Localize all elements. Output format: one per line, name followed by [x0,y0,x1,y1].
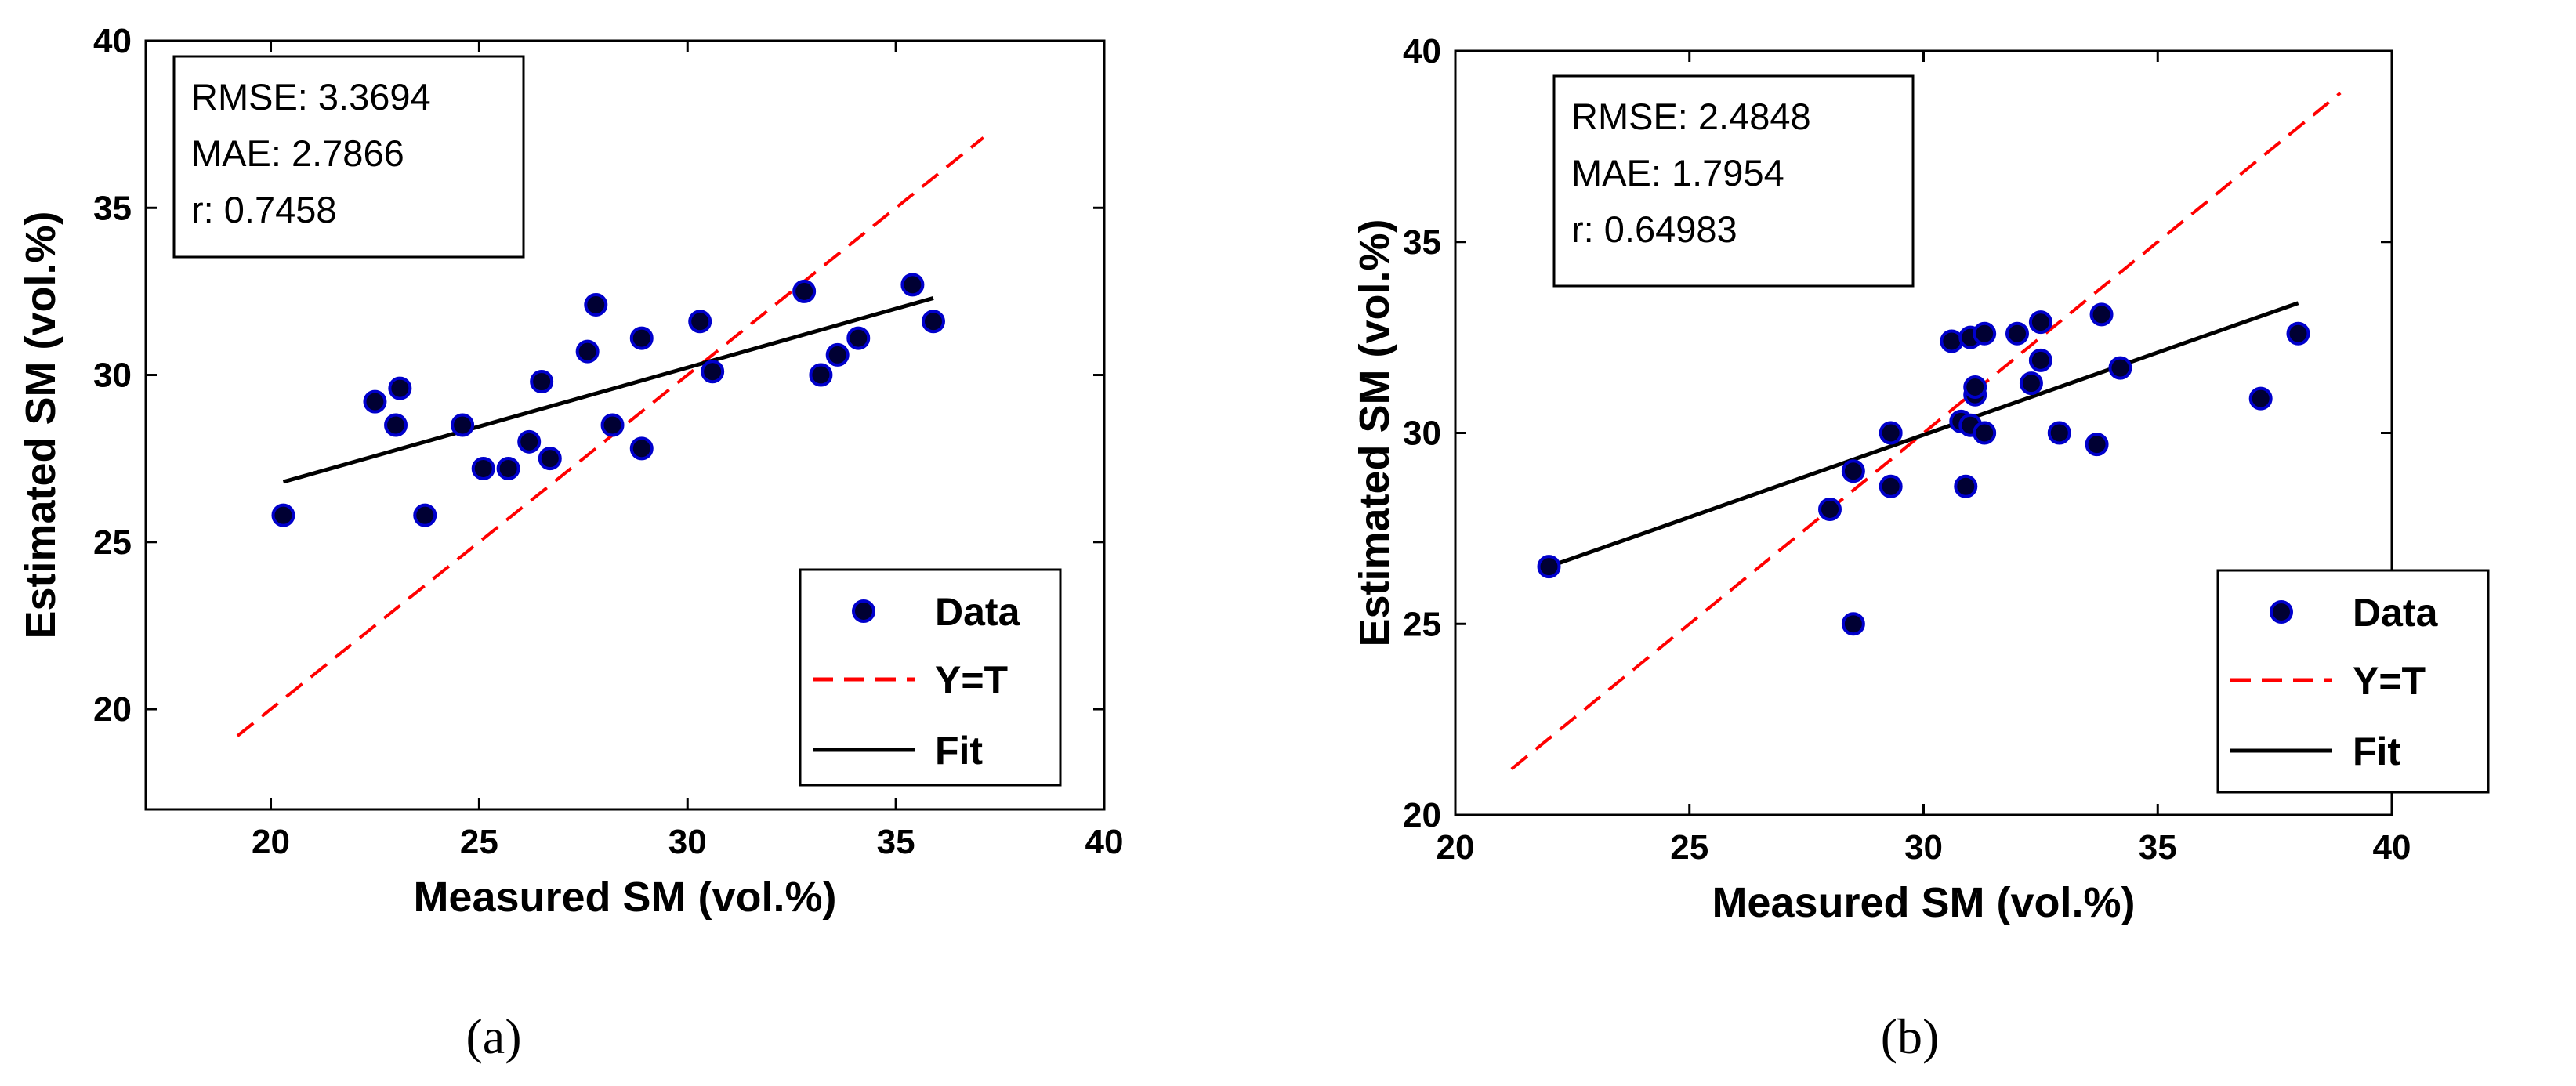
panel-a-data-point [629,326,654,350]
panel-a-data-point [538,447,562,471]
panel-a-data-point [584,292,608,317]
panel-a-legend-label: Fit [935,729,983,773]
panel-b-data-point [1818,498,1842,521]
panel-a-x-tick-label: 40 [1085,823,1124,861]
panel-a-stat-line: RMSE: 3.3694 [191,76,431,118]
panel-a-identity-line [236,136,985,737]
panel-a-stat-line: MAE: 2.7866 [191,132,404,174]
panel-a-y-tick-label: 25 [93,523,132,562]
panel-b: 20 25 30 35 40 20 25 30 35 40 Measured SM (vol.%) E… [1351,32,2490,1064]
panel-a-y-tick-label: 35 [93,189,132,227]
panel-a-data-point [388,376,412,400]
panel-b-fit-line [1548,301,2299,569]
panel-a-data-point [629,436,654,461]
panel-b-y-tick-label: 40 [1403,32,1441,71]
panel-b-data-point [2028,310,2052,335]
panel-a-data-point [471,456,495,480]
panel-a-data-point [575,339,600,364]
panel-b-data-point [1963,375,1987,399]
panel-a-data-point [413,503,437,527]
panel-a-x-tick-label: 25 [460,823,498,861]
panel-a-x-tick-label: 35 [877,823,915,861]
panel-b-data-point [2047,421,2071,445]
panel-b-legend-label: Data [2353,591,2439,635]
panel-a-data-point [825,342,850,367]
panel-b-data-point [2005,321,2029,346]
panel-b-legend-marker [2270,600,2293,624]
panel-b-data-point [1537,555,1561,579]
panel-a-plot-area [236,136,985,737]
panel-b-x-tick-label: 40 [2373,828,2411,867]
panel-a-data-point [809,363,833,387]
panel-a-stats-box [172,55,525,259]
panel-b-stat-line: RMSE: 2.4848 [1571,96,1811,137]
panel-a-data-point [688,310,712,334]
panel-b-x-axis-label: Measured SM (vol.%) [1712,879,2135,926]
panel-a-x-tick-label: 30 [668,823,707,861]
panel-a-data-point [846,326,871,350]
panel-a: 20 25 30 35 40 20 25 30 35 40 Measured SM (vol.%) E… [17,22,1123,1064]
panel-b-data-point [1841,612,1865,636]
panel-a-legend-label: Data [935,590,1021,634]
panel-b-data-point [2019,371,2043,396]
panel-a-data-point [900,273,925,297]
panel-b-data-point [1954,474,1978,498]
panel-b-x-tick-label: 20 [1437,828,1475,867]
panel-a-legend-marker [852,599,875,623]
panel-a-stat-line: r: 0.7458 [191,189,337,230]
panel-b-stat-line: r: 0.64983 [1571,208,1737,250]
panel-a-data-point [271,503,295,527]
panel-a-data-point [384,413,408,437]
panel-b-data-point [2085,433,2109,457]
panel-b-data-point [2108,356,2132,380]
panel-a-fit-line [282,296,934,484]
panel-b-y-tick-label: 20 [1403,796,1441,834]
panel-a-legend-label: Y=T [935,658,1008,702]
panel-a-data-point [530,370,554,394]
panel-a-y-tick-label: 40 [93,22,132,60]
panel-b-y-axis-label: Estimated SM (vol.%) [1351,219,1398,646]
panel-b-data-point [1973,321,1997,346]
panel-a-data-point [792,279,817,303]
panel-a-y-tick-label: 20 [93,690,132,729]
panel-a-data-point [363,389,387,414]
panel-b-identity-line [1510,92,2342,771]
panel-b-data-point [1973,421,1997,445]
panel-a-caption: (a) [466,1008,521,1064]
panel-b-y-tick-label: 25 [1403,605,1441,643]
panel-b-stat-line: MAE: 1.7954 [1571,152,1784,194]
panel-a-x-tick-label: 20 [252,823,290,861]
panel-a-y-tick-label: 30 [93,357,132,395]
panel-b-x-tick-label: 25 [1670,828,1708,867]
panel-b-data-point [1879,421,1903,445]
panel-a-data-point [496,456,520,480]
panel-a-data-point [600,413,625,437]
panel-b-y-tick-label: 35 [1403,223,1441,262]
panel-a-y-axis-label: Estimated SM (vol.%) [17,211,64,639]
panel-b-data-point [2248,386,2273,411]
panel-b-plot-area [1510,92,2342,771]
panel-b-data-point [2089,302,2114,327]
panel-a-x-axis-label: Measured SM (vol.%) [413,874,836,921]
panel-b-caption: (b) [1881,1008,1940,1064]
panel-a-data-point [701,360,725,384]
panel-a-data-point [921,310,945,334]
panel-b-data-point [2028,348,2052,372]
panel-a-data-point [517,429,542,454]
panel-b-x-tick-label: 35 [2139,828,2177,867]
panel-b-x-tick-label: 30 [1904,828,1943,867]
panel-b-legend-label: Fit [2353,729,2400,773]
panel-b-stats-box [1552,74,1915,288]
panel-a-legend-box [799,568,1062,787]
panel-b-y-tick-label: 30 [1403,414,1441,453]
panel-b-legend-label: Y=T [2353,659,2426,703]
panel-b-data-point [1841,459,1865,483]
panel-b-data-point [2286,321,2310,346]
panel-a-data-point [451,413,475,437]
panel-b-data-point [1879,474,1903,498]
panel-b-data-point [1940,329,1964,353]
